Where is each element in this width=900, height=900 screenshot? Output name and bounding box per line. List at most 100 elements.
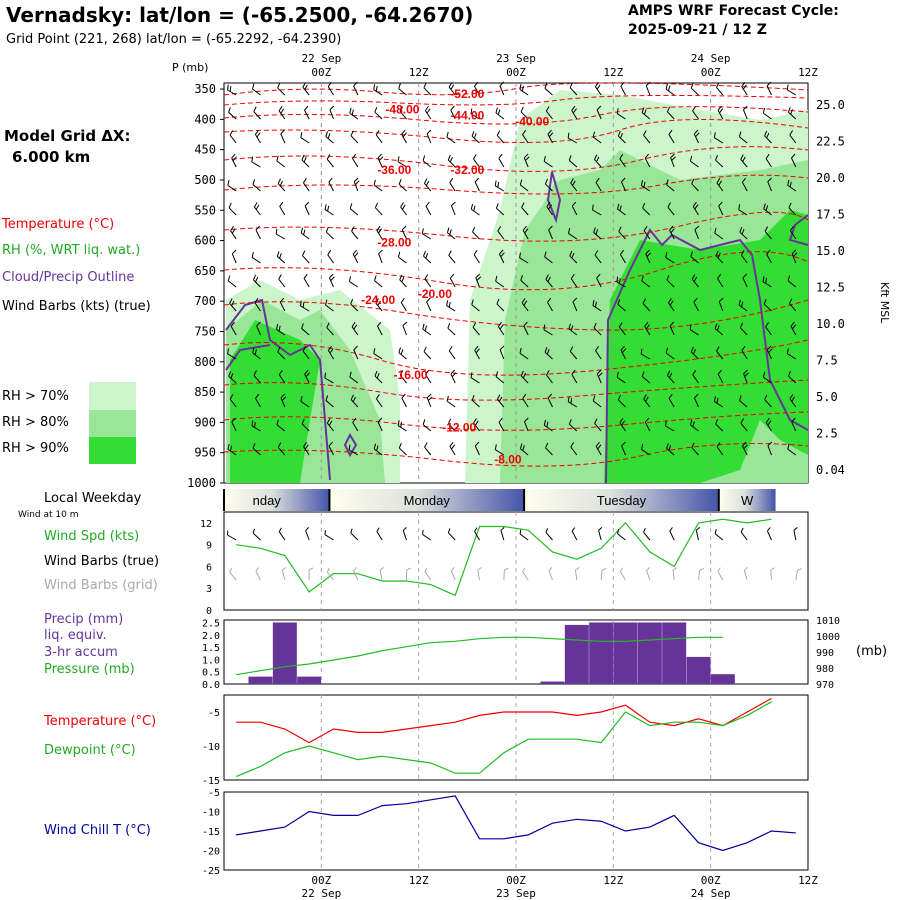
wind-barb-flag [448, 82, 453, 88]
wind-barb-staff [789, 398, 797, 408]
wind-barb-flag [519, 529, 522, 535]
legend-rh90-label: RH > 90% [2, 441, 69, 456]
wind-barb-flag [740, 527, 744, 533]
grid-wind-barb [672, 567, 678, 581]
wind-barb-staff [279, 301, 286, 312]
wind-barb [619, 249, 626, 264]
wind-barb-staff [374, 375, 383, 384]
wind-barb-flag [618, 278, 621, 284]
wind-barb-staff [616, 113, 626, 120]
wind-barb-staff [251, 161, 261, 168]
temperature-contour-label: -40.00 [515, 114, 549, 128]
wind-barb-flag [280, 393, 286, 399]
pressure-tick-label: 1010 [816, 616, 840, 627]
wind-barb-staff [690, 424, 699, 432]
wind-barb-flag [278, 369, 283, 375]
wind-barb-flag [667, 370, 671, 376]
wind-barb-staff [545, 110, 553, 120]
wind-barb-flag [474, 441, 480, 447]
wind-barb-staff [324, 209, 334, 216]
wind-barb-flag [790, 109, 793, 115]
wind-barb-flag [742, 156, 746, 162]
wind-barb-staff [328, 445, 334, 456]
wind-barb-flag [575, 567, 580, 571]
wind-barb-flag [743, 369, 748, 375]
wind-barb-flag [398, 83, 401, 89]
wind-barb-staff [326, 158, 334, 168]
wind-barb [353, 177, 360, 192]
wind-barb-flag [787, 179, 790, 186]
wind-barb-staff [497, 230, 505, 240]
wind-barb-staff [691, 447, 699, 456]
wind-barb [279, 201, 286, 216]
wind-barb-staff [450, 205, 456, 216]
wind-barb-flag [500, 526, 505, 531]
temperature-label: Temperature (°C) [44, 714, 157, 729]
wind-barb-flag [619, 567, 623, 572]
wind-barb-staff [570, 278, 578, 288]
wind-barb-staff [616, 281, 626, 288]
wind-barb-flag [739, 226, 743, 233]
wind-barb [470, 372, 480, 384]
wind-barb-flag [253, 202, 258, 208]
temperature-contour-label: -32.00 [450, 163, 484, 177]
wind-barb [693, 297, 699, 312]
wind-barb-flag [738, 299, 741, 306]
wind-barb [474, 345, 480, 360]
wind-barb-staff [255, 398, 261, 408]
wind-barb-staff [667, 206, 675, 216]
wind-barb-flag [621, 420, 626, 426]
wind-barb-flag [567, 132, 570, 139]
wind-barb-flag [400, 421, 403, 428]
wind-barb-staff [422, 160, 432, 168]
height-axis-title: Kft MSL [878, 282, 891, 324]
wind-barb-staff [596, 277, 602, 288]
wind-barb-flag [525, 156, 530, 161]
wind-barb [304, 369, 310, 384]
wind-barb-flag [227, 443, 230, 450]
wind-barb-staff [766, 254, 772, 264]
wind-barb-staff [398, 256, 407, 264]
wind-barb-staff [644, 421, 651, 432]
wind-barb-flag [425, 369, 430, 375]
legend-wind-barbs: Wind Barbs (kts) (true) [2, 299, 151, 314]
wind-barb-flag [475, 273, 480, 279]
wind-barb-flag [230, 225, 235, 231]
wind-barb [349, 107, 359, 120]
wind-barb-staff [692, 110, 699, 120]
wind-barb-staff [618, 326, 626, 336]
top-time-label: 00Z [506, 66, 526, 79]
wind-barb-staff [570, 446, 578, 456]
wind-barb [670, 153, 676, 168]
wind-barb [276, 324, 286, 336]
wind-barb-staff [227, 353, 237, 360]
wind-barb-staff [304, 373, 310, 384]
wind-barb-staff [352, 253, 359, 264]
wind-barb [665, 252, 675, 264]
wind-barb-staff [424, 110, 432, 120]
precip-tick-label: 0.0 [202, 680, 220, 691]
wind-barb-staff [787, 448, 797, 456]
precip-tick-label: 0.5 [202, 668, 220, 679]
wind-barb-flag [762, 371, 766, 378]
wind-barb-flag [593, 227, 596, 233]
wind-barb-flag [641, 371, 645, 377]
wind-barb-staff [499, 349, 505, 360]
wind-barb-flag [693, 276, 698, 282]
wind-barb-flag [570, 273, 575, 279]
wind-barb-staff [669, 229, 675, 240]
wind-barb-staff [324, 377, 334, 384]
legend-rh70-label: RH > 70% [2, 389, 69, 404]
wind-barb-staff [449, 278, 456, 288]
wind-barb-staff [277, 87, 286, 96]
wind-barb-staff [718, 205, 724, 216]
wind-barb-staff [281, 570, 286, 581]
wind-barb [252, 179, 261, 192]
wind-barb [665, 420, 675, 432]
wind-barb-flag [570, 178, 574, 184]
surface-wind-barb [617, 529, 626, 541]
wind-barb [764, 394, 772, 408]
legend-temperature: Temperature (°C) [2, 217, 115, 232]
bottom-time-label: 00Z [701, 874, 721, 887]
wind-barb-staff [545, 279, 553, 288]
